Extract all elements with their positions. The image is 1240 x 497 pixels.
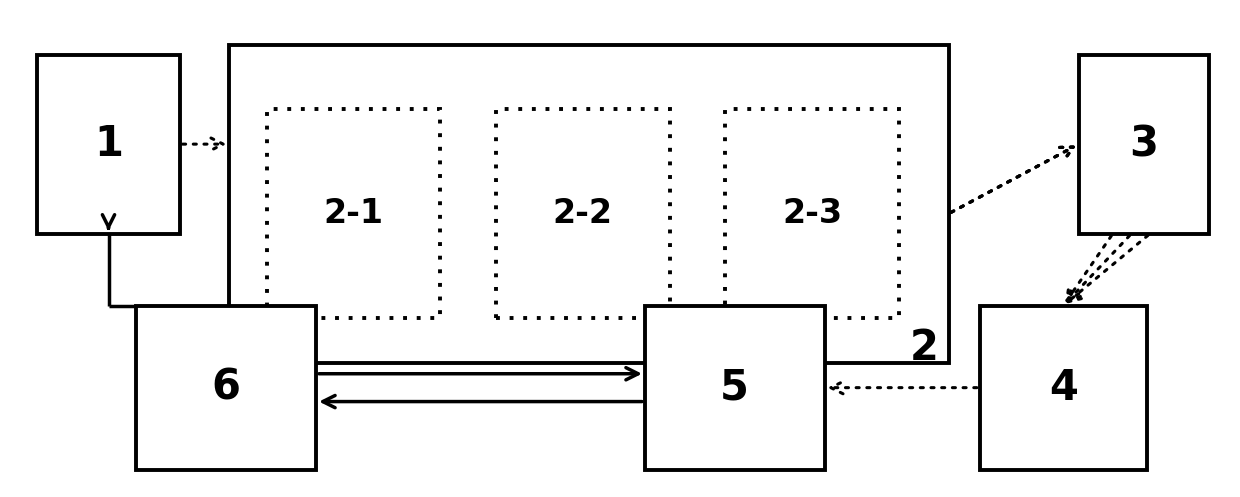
FancyBboxPatch shape	[496, 109, 670, 318]
FancyBboxPatch shape	[229, 45, 949, 363]
FancyBboxPatch shape	[267, 109, 440, 318]
FancyBboxPatch shape	[645, 306, 825, 470]
FancyBboxPatch shape	[136, 306, 316, 470]
Text: 2-3: 2-3	[782, 197, 842, 230]
Text: 4: 4	[1049, 367, 1078, 409]
Text: 2: 2	[909, 327, 939, 369]
Text: 3: 3	[1130, 123, 1158, 165]
FancyBboxPatch shape	[37, 55, 180, 234]
FancyBboxPatch shape	[980, 306, 1147, 470]
FancyBboxPatch shape	[1079, 55, 1209, 234]
Text: 1: 1	[94, 123, 123, 165]
Text: 6: 6	[212, 367, 241, 409]
Text: 2-2: 2-2	[553, 197, 613, 230]
Text: 5: 5	[720, 367, 749, 409]
FancyBboxPatch shape	[725, 109, 899, 318]
Text: 2-1: 2-1	[324, 197, 383, 230]
